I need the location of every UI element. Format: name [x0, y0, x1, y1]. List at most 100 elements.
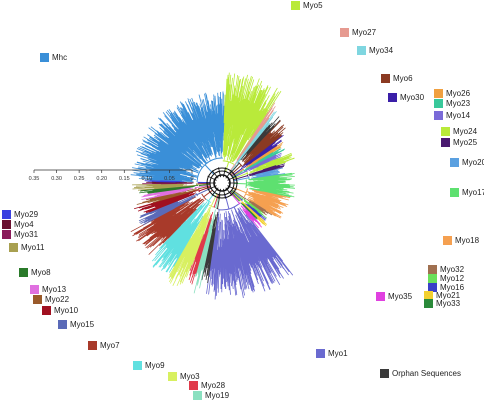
- clade-mhc: [130, 91, 226, 183]
- clade-myo17: [233, 172, 296, 198]
- clade-orphan: [201, 194, 221, 284]
- scale-tick-label: 0.10: [141, 176, 152, 182]
- clade-myo26-stem: [231, 168, 244, 177]
- scale-tick-label: 0.15: [119, 176, 130, 182]
- scale-tick-label: 0.35: [29, 176, 40, 182]
- clade-mhc-stem: [204, 164, 215, 175]
- clade-myo16-leaves: [245, 203, 267, 221]
- clade-myo19: [193, 194, 220, 294]
- clade-myo7-leaves: [130, 196, 205, 255]
- center-ring: [213, 174, 231, 192]
- clade-orphan-stem: [229, 162, 240, 175]
- clade-myo34-leaves: [235, 110, 277, 165]
- center-spoke: [207, 185, 217, 191]
- clade-myo27: [228, 102, 276, 174]
- clade-myo20: [233, 167, 286, 182]
- center-spoke: [218, 188, 222, 199]
- clade-myo35: [229, 191, 262, 229]
- clade-myo25-arc: [246, 174, 249, 177]
- scale-tick-label: 0.25: [74, 176, 85, 182]
- clade-myo32: [231, 189, 273, 216]
- scale-tick-label: 0.20: [96, 176, 107, 182]
- clade-myo11-leaves: [132, 183, 195, 191]
- clade-myo15-arc: [195, 193, 198, 197]
- tree-center: [206, 167, 238, 199]
- clade-myo6-leaves: [242, 120, 286, 166]
- clade-myo22-leaves: [136, 188, 199, 205]
- clade-myo23-arc: [241, 170, 243, 173]
- center-spoke: [225, 187, 233, 196]
- clade-myo30-leaves: [241, 134, 284, 169]
- clade-myo21-stem: [230, 190, 241, 201]
- clade-myo32-leaves: [246, 198, 273, 216]
- clade-myo25-leaves: [248, 163, 286, 177]
- clade-myo18-stem: [232, 187, 247, 194]
- clade-myo12-stem: [231, 189, 243, 200]
- clade-myo5-stem: [225, 161, 230, 172]
- clade-myo29-leaves: [144, 180, 185, 183]
- clade-myo10-stem: [198, 186, 211, 192]
- scale-tick-label: 0.30: [51, 176, 62, 182]
- clade-orphan-leaves: [240, 116, 281, 162]
- clade-orphan-leaves: [201, 211, 219, 284]
- scale-tick-label: 0: [190, 176, 193, 182]
- center-spoke: [211, 170, 219, 179]
- tree-branches: [130, 72, 296, 300]
- clade-mhc-leaves: [130, 91, 226, 183]
- clade-myo8-leaves: [139, 184, 199, 194]
- clade-myo16-arc: [241, 199, 243, 201]
- clade-myo5-leaves: [222, 72, 282, 163]
- clade-myo10: [133, 186, 211, 214]
- clade-myo23: [232, 148, 285, 178]
- center-spoke: [222, 188, 226, 199]
- clade-myo24: [233, 152, 295, 180]
- clade-myo34: [228, 110, 277, 174]
- clade-myo7-stem: [203, 189, 213, 198]
- clade-myo14-arc: [245, 169, 248, 172]
- clade-myo7-arc: [201, 193, 207, 200]
- clade-myo11: [132, 183, 211, 191]
- clade-myo3-leaves: [168, 206, 212, 287]
- clade-myo6-stem: [230, 164, 242, 176]
- clade-myo33-leaves: [240, 202, 258, 220]
- clade-myo1: [206, 194, 294, 300]
- center-spoke: [222, 167, 226, 178]
- clade-myo28: [188, 194, 219, 285]
- clade-myo22: [136, 185, 211, 205]
- clade-myo22-stem: [198, 185, 211, 190]
- clade-myo3-stem: [210, 193, 218, 207]
- scale-bar: 0.35 0.30 0.25 0.20 0.15 0.10 0.05 0: [29, 169, 194, 182]
- clade-myo9-arc: [205, 198, 211, 203]
- clade-myo28-stem: [213, 194, 219, 208]
- center-spoke: [211, 187, 219, 196]
- clade-myo4-leaves: [146, 181, 194, 184]
- clade-myo26-leaves: [245, 141, 284, 169]
- clade-myo14-leaves: [246, 152, 282, 172]
- center-spoke: [207, 175, 217, 181]
- clade-myo28-leaves: [188, 211, 214, 285]
- clade-myo16: [230, 190, 267, 221]
- clade-myo19-leaves: [193, 209, 216, 294]
- clade-myo16-stem: [230, 190, 243, 201]
- clade-myo17-leaves: [246, 172, 296, 198]
- clade-myo26-arc: [242, 168, 245, 171]
- clade-myo35-stem: [229, 191, 240, 204]
- center-spoke: [225, 170, 233, 179]
- clade-myo10-leaves: [133, 190, 199, 214]
- clade-myo27-stem: [228, 164, 235, 174]
- clade-myo24-leaves: [248, 152, 295, 174]
- clade-myo25: [233, 163, 286, 181]
- clade-myo15-leaves: [138, 194, 197, 226]
- clade-myo30: [231, 134, 284, 177]
- clade-myo34-arc: [235, 164, 237, 166]
- clade-myo5: [222, 72, 282, 172]
- clade-myo13-stem: [195, 184, 211, 189]
- clade-myo35-leaves: [240, 205, 262, 229]
- clade-orphan-stem: [216, 194, 221, 209]
- clade-myo18-leaves: [245, 189, 291, 219]
- clade-myo20-leaves: [251, 167, 286, 179]
- clade-myo24-stem: [233, 172, 248, 180]
- clade-myo30-stem: [231, 168, 243, 177]
